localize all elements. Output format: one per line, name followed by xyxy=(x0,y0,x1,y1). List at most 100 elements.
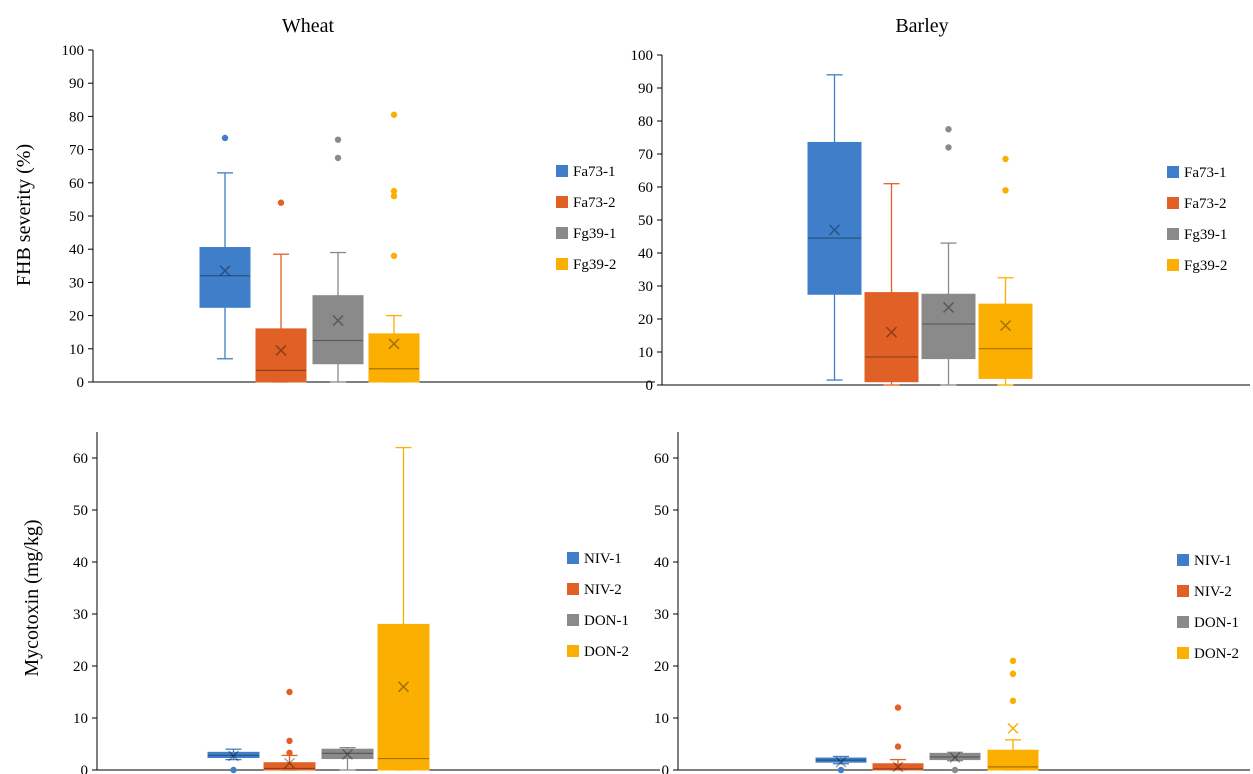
mean-marker xyxy=(892,761,904,773)
legend: NIV-1 NIV-2 DON-1 DON-2 xyxy=(567,551,629,660)
outlier-point xyxy=(390,192,398,200)
legend-label: DON-2 xyxy=(584,644,629,660)
legend-label: NIV-2 xyxy=(1194,584,1232,600)
outlier-point xyxy=(1002,187,1009,194)
chart-title: Wheat xyxy=(282,15,335,37)
legend: Fa73-1 Fa73-2 Fg39-1 Fg39-2 xyxy=(556,164,616,273)
box-iqr xyxy=(921,293,976,360)
mean-marker xyxy=(949,751,961,764)
box-series-fg39-2 xyxy=(368,111,420,383)
legend-swatch xyxy=(1177,585,1189,597)
outlier-point xyxy=(277,199,285,206)
legend-swatch xyxy=(1177,647,1189,659)
mean-marker xyxy=(332,315,344,327)
y-tick-label: 30 xyxy=(73,607,88,623)
legend-label: Fg39-2 xyxy=(573,257,616,273)
legend-label: NIV-1 xyxy=(584,551,622,567)
outlier-point xyxy=(1009,657,1017,664)
legend-swatch xyxy=(1167,259,1179,271)
box-series-fa73-2 xyxy=(864,183,919,386)
box-series-fa73-1 xyxy=(199,134,251,360)
legend-swatch xyxy=(1177,554,1189,566)
y-tick-label: 70 xyxy=(69,143,84,159)
outlier-point xyxy=(1009,670,1017,677)
y-tick-label: 10 xyxy=(638,345,653,361)
y-tick-label: 60 xyxy=(69,176,84,192)
mean-marker xyxy=(397,681,410,693)
box-iqr xyxy=(368,333,420,383)
outlier-point xyxy=(390,252,398,260)
legend-label: Fg39-1 xyxy=(1184,227,1227,243)
mean-marker xyxy=(275,344,287,356)
legend-label: Fa73-2 xyxy=(1184,196,1227,212)
outlier-point xyxy=(286,688,293,696)
outlier-point xyxy=(334,154,342,162)
y-tick-label: 0 xyxy=(77,375,85,391)
outlier-point xyxy=(286,737,293,745)
y-tick-label: 100 xyxy=(62,43,85,59)
box-iqr xyxy=(807,141,862,295)
y-tick-label: 50 xyxy=(654,503,669,519)
box-series-niv-2 xyxy=(872,704,924,773)
outlier-point xyxy=(945,144,952,151)
y-tick-label: 0 xyxy=(646,378,654,394)
legend-label: Fg39-2 xyxy=(1184,258,1227,274)
legend-swatch xyxy=(1167,197,1179,209)
outlier-point xyxy=(894,743,902,750)
y-tick-label: 70 xyxy=(638,147,653,163)
chart-title: Barley xyxy=(895,15,948,37)
y-tick-label: 60 xyxy=(73,451,88,467)
y-tick-label: 60 xyxy=(638,180,653,196)
outlier-point xyxy=(334,136,342,143)
box-iqr xyxy=(312,295,364,365)
box-series-don-1 xyxy=(321,746,374,771)
box-iqr xyxy=(864,292,919,383)
y-tick-label: 80 xyxy=(638,114,653,130)
box-series-niv-1 xyxy=(815,755,867,774)
y-tick-label: 60 xyxy=(654,451,669,467)
legend-swatch xyxy=(556,165,568,177)
box-series-don-1 xyxy=(929,751,981,774)
box-series-fg39-2 xyxy=(978,155,1033,386)
y-tick-label: 30 xyxy=(638,279,653,295)
box-series-don-2 xyxy=(987,657,1039,771)
box-series-fa73-1 xyxy=(807,74,862,381)
outlier-point xyxy=(894,704,902,711)
box-series-fa73-2 xyxy=(255,199,307,383)
y-tick-label: 50 xyxy=(73,503,88,519)
mean-marker xyxy=(341,748,354,760)
legend-swatch xyxy=(1167,228,1179,240)
legend: Fa73-1 Fa73-2 Fg39-1 Fg39-2 xyxy=(1167,165,1227,274)
legend-swatch xyxy=(567,645,579,657)
outlier-point xyxy=(1002,155,1009,163)
mean-marker xyxy=(999,320,1012,332)
legend-swatch xyxy=(556,227,568,239)
box-iqr xyxy=(263,762,316,771)
chart-panel-4: 0 10 20 30 40 50 60 NIV-1 NIV-2 DON-1 DON-2 xyxy=(654,432,1250,774)
y-tick-label: 100 xyxy=(631,48,654,64)
box-iqr xyxy=(872,763,924,771)
y-tick-label: 30 xyxy=(69,275,84,291)
y-tick-label: 50 xyxy=(69,209,84,225)
y-tick-label: 0 xyxy=(662,763,670,774)
box-series-niv-2 xyxy=(263,688,316,771)
mean-marker xyxy=(219,265,231,277)
box-iqr xyxy=(207,751,260,759)
box-series-fg39-1 xyxy=(312,136,364,383)
legend-label: NIV-2 xyxy=(584,582,622,598)
legend-swatch xyxy=(556,258,568,270)
box-iqr xyxy=(255,328,307,383)
outlier-point xyxy=(945,126,952,133)
y-tick-label: 50 xyxy=(638,213,653,229)
y-tick-label: 40 xyxy=(73,555,88,571)
box-iqr xyxy=(377,623,430,771)
chart-panel-1: Wheat FHB severity (%) 0 10 20 30 40 50 60 70 80 90… xyxy=(13,15,655,391)
legend-label: Fa73-1 xyxy=(573,164,616,180)
y-tick-label: 90 xyxy=(69,76,84,92)
mean-marker xyxy=(283,757,296,769)
y-tick-label: 10 xyxy=(654,711,669,727)
mean-marker xyxy=(835,756,847,768)
y-tick-label: 80 xyxy=(69,109,84,125)
legend-swatch xyxy=(567,552,579,564)
outlier-point xyxy=(837,766,845,774)
